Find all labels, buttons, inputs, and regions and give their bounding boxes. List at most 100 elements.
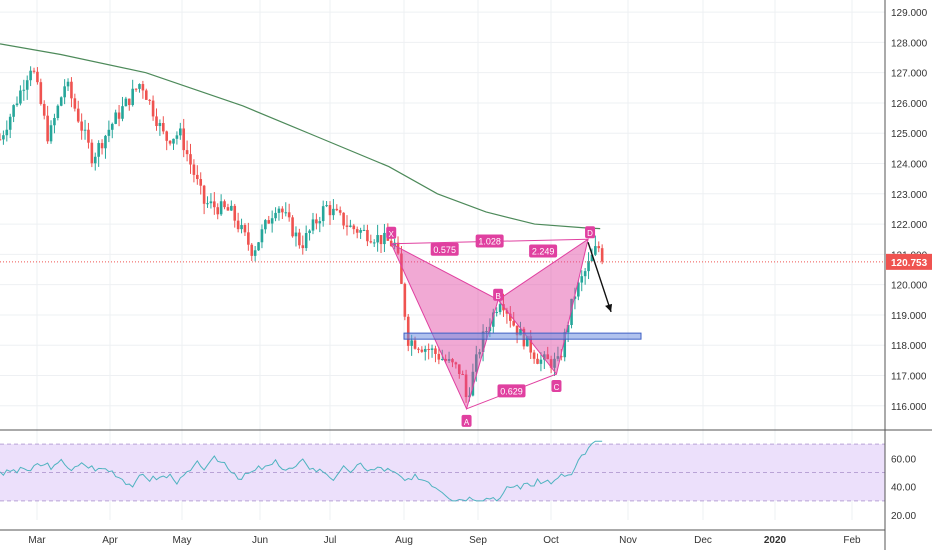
candle-body <box>335 208 339 211</box>
candle-body <box>580 276 584 283</box>
candle-body <box>321 206 325 222</box>
candle-body <box>274 212 277 219</box>
candle-body <box>451 359 454 363</box>
price-tick-label: 119.000 <box>891 311 927 322</box>
candle-body <box>294 232 298 237</box>
price-tick-label: 117.000 <box>891 372 927 383</box>
candle-body <box>270 218 274 224</box>
ratio-label: 1.028 <box>478 237 501 247</box>
price-tick-label: 122.000 <box>891 220 928 231</box>
candle-body <box>93 156 97 164</box>
rsi-line <box>0 440 603 502</box>
time-tick-label: Nov <box>619 535 637 546</box>
candle-body <box>196 174 199 180</box>
time-tick-label: 2020 <box>764 535 787 546</box>
candle-body <box>318 221 322 224</box>
time-tick-label: Apr <box>102 535 118 546</box>
candle-body <box>498 304 502 313</box>
candle-body <box>15 103 19 106</box>
candle-body <box>179 128 182 136</box>
candle-body <box>369 241 373 243</box>
candle-body <box>515 325 519 336</box>
candle-body <box>505 310 509 314</box>
candle-body <box>481 331 485 353</box>
candle-body <box>332 208 335 216</box>
candle-body <box>529 336 533 353</box>
candle-body <box>25 80 29 90</box>
candle-body <box>526 336 529 347</box>
candle-body <box>216 207 220 215</box>
candle-body <box>328 205 332 216</box>
candle-body <box>138 84 141 89</box>
candle-body <box>366 229 369 242</box>
price-axis[interactable]: 116.000117.000118.000119.000120.000121.0… <box>884 0 932 550</box>
candle-body <box>199 179 203 186</box>
candle-body <box>59 97 63 106</box>
candle-body <box>560 356 563 358</box>
chart-grid <box>0 0 932 520</box>
projection-arrow <box>587 242 612 313</box>
candle-body <box>594 246 597 255</box>
harmonic-pattern[interactable]: X A B C D 1.028 0.575 2.249 0.629 <box>386 226 642 427</box>
time-axis[interactable]: Mar Apr May Jun Jul Aug Sep Oct Nov Dec 2020 Feb <box>0 529 885 546</box>
candle-body <box>73 98 77 109</box>
candle-body <box>63 86 66 98</box>
candle-body <box>185 150 189 155</box>
candle-body <box>349 225 352 227</box>
candle-body <box>219 201 223 215</box>
candle-body <box>447 359 451 361</box>
candle-body <box>410 340 413 346</box>
candle-body <box>46 115 49 142</box>
candle-body <box>400 253 403 284</box>
candle-body <box>250 244 254 256</box>
candle-body <box>311 219 315 231</box>
pattern-point-label: X <box>389 230 395 239</box>
candle-body <box>342 212 345 226</box>
candle-body <box>192 164 196 175</box>
candle-body <box>362 229 366 231</box>
pattern-point-badge <box>551 380 562 392</box>
time-tick-label: Aug <box>395 535 413 546</box>
candle-body <box>338 210 342 213</box>
candle-body <box>543 354 546 360</box>
rsi-tick-label: 40.00 <box>891 483 916 494</box>
candle-body <box>104 135 107 149</box>
pattern-point-label: B <box>495 292 500 301</box>
moving-average-path <box>0 43 601 230</box>
candle-body <box>512 320 516 326</box>
candle-body <box>468 395 471 398</box>
pattern-point-label: D <box>587 229 593 238</box>
candle-body <box>536 358 539 364</box>
candle-body <box>393 242 396 247</box>
candle-body <box>277 208 281 213</box>
candle-body <box>478 352 481 355</box>
candle-body <box>144 90 148 100</box>
price-tick-label: 120.000 <box>891 281 928 292</box>
current-price-badge <box>886 253 932 270</box>
candle-body <box>417 348 420 350</box>
candle-body <box>124 98 128 107</box>
candle-body <box>287 212 291 218</box>
ratio-badge <box>529 244 558 258</box>
time-tick-label: Oct <box>543 535 559 546</box>
candle-body <box>376 235 379 243</box>
candle-body <box>233 205 237 221</box>
candle-body <box>556 356 560 359</box>
candle-body <box>182 128 186 151</box>
candle-body <box>383 232 386 245</box>
candle-body <box>110 123 114 130</box>
rsi-tick-label: 20.00 <box>891 511 916 522</box>
ratio-badge <box>475 234 504 248</box>
ratio-label: 2.249 <box>532 247 555 257</box>
candle-body <box>66 81 70 87</box>
candle-body <box>32 70 36 72</box>
candle-body <box>577 282 580 297</box>
candle-body <box>151 100 155 117</box>
price-tick-label: 127.000 <box>891 69 928 80</box>
candle-body <box>100 143 104 149</box>
candle-body <box>352 225 356 230</box>
candle-body <box>189 154 192 165</box>
candle-body <box>260 229 264 243</box>
candle-body <box>56 105 60 118</box>
